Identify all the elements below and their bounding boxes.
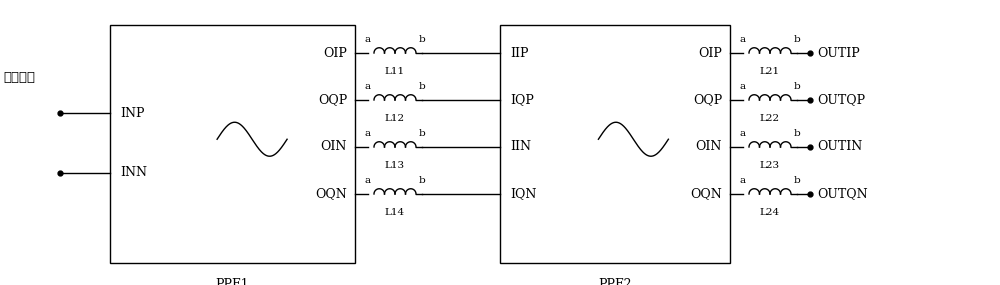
Text: a: a <box>740 82 746 91</box>
Text: b: b <box>419 176 425 185</box>
Text: OQP: OQP <box>693 93 722 107</box>
Text: OUTQN: OUTQN <box>817 188 868 201</box>
Text: OQP: OQP <box>318 93 347 107</box>
Text: b: b <box>794 176 800 185</box>
Text: b: b <box>794 82 800 91</box>
Text: L12: L12 <box>385 114 405 123</box>
Text: b: b <box>419 35 425 44</box>
Text: IQP: IQP <box>510 93 534 107</box>
Text: IQN: IQN <box>510 188 536 201</box>
Text: 差分输入: 差分输入 <box>3 71 35 84</box>
Text: INN: INN <box>120 166 147 179</box>
Bar <box>500 25 730 263</box>
Text: L14: L14 <box>385 208 405 217</box>
Text: a: a <box>365 176 371 185</box>
Bar <box>110 25 355 263</box>
Text: PPF1: PPF1 <box>216 278 249 285</box>
Text: a: a <box>740 35 746 44</box>
Text: OIP: OIP <box>698 46 722 60</box>
Text: OIP: OIP <box>323 46 347 60</box>
Text: L13: L13 <box>385 161 405 170</box>
Text: OUTIN: OUTIN <box>817 141 862 154</box>
Text: L24: L24 <box>760 208 780 217</box>
Text: OIN: OIN <box>321 141 347 154</box>
Text: IIN: IIN <box>510 141 531 154</box>
Text: OQN: OQN <box>315 188 347 201</box>
Text: OQN: OQN <box>690 188 722 201</box>
Text: b: b <box>794 129 800 138</box>
Text: a: a <box>740 129 746 138</box>
Text: L21: L21 <box>760 67 780 76</box>
Text: L23: L23 <box>760 161 780 170</box>
Text: L11: L11 <box>385 67 405 76</box>
Text: OUTIP: OUTIP <box>817 46 860 60</box>
Text: b: b <box>419 82 425 91</box>
Text: OIN: OIN <box>696 141 722 154</box>
Text: a: a <box>365 82 371 91</box>
Text: INP: INP <box>120 107 145 120</box>
Text: a: a <box>740 176 746 185</box>
Text: OUTQP: OUTQP <box>817 93 865 107</box>
Text: IIP: IIP <box>510 46 528 60</box>
Text: a: a <box>365 129 371 138</box>
Text: b: b <box>794 35 800 44</box>
Text: L22: L22 <box>760 114 780 123</box>
Text: PPF2: PPF2 <box>598 278 632 285</box>
Text: a: a <box>365 35 371 44</box>
Text: b: b <box>419 129 425 138</box>
